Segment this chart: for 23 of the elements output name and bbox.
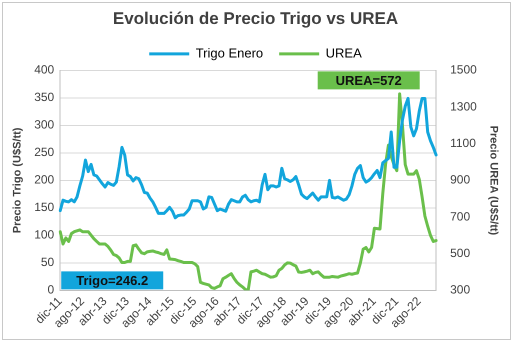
y-tick-label: 200 — [34, 172, 55, 187]
y2-axis-title: Precio UREA (U$S/tt) — [487, 126, 500, 236]
chart-title: Evolución de Precio Trigo vs UREA — [112, 8, 398, 28]
y-tick-label: 100 — [34, 228, 55, 242]
y2-tick-label: 300 — [450, 282, 470, 297]
legend-label: UREA — [326, 45, 362, 60]
annotation: Trigo=246.2 — [76, 272, 148, 288]
legend-label: Trigo Enero — [196, 45, 264, 60]
annotation: UREA=572 — [336, 72, 402, 88]
y-tick-label: 400 — [34, 62, 55, 77]
y2-tick-label: 900 — [450, 172, 470, 187]
y2-tick-label: 500 — [450, 246, 470, 260]
y-tick-label: 0 — [48, 282, 55, 297]
y-tick-label: 150 — [34, 200, 55, 214]
y-tick-label: 50 — [40, 255, 55, 270]
y-tick-label: 350 — [34, 90, 55, 104]
y-tick-label: 250 — [34, 145, 55, 160]
y-axis-title: Precio Trigo (U$S/tt) — [12, 127, 24, 234]
y2-tick-label: 1300 — [450, 99, 478, 114]
y2-tick-label: 1500 — [450, 62, 478, 77]
y-tick-label: 300 — [34, 118, 55, 132]
y2-tick-label: 700 — [450, 209, 470, 224]
y2-tick-label: 1100 — [450, 136, 476, 150]
